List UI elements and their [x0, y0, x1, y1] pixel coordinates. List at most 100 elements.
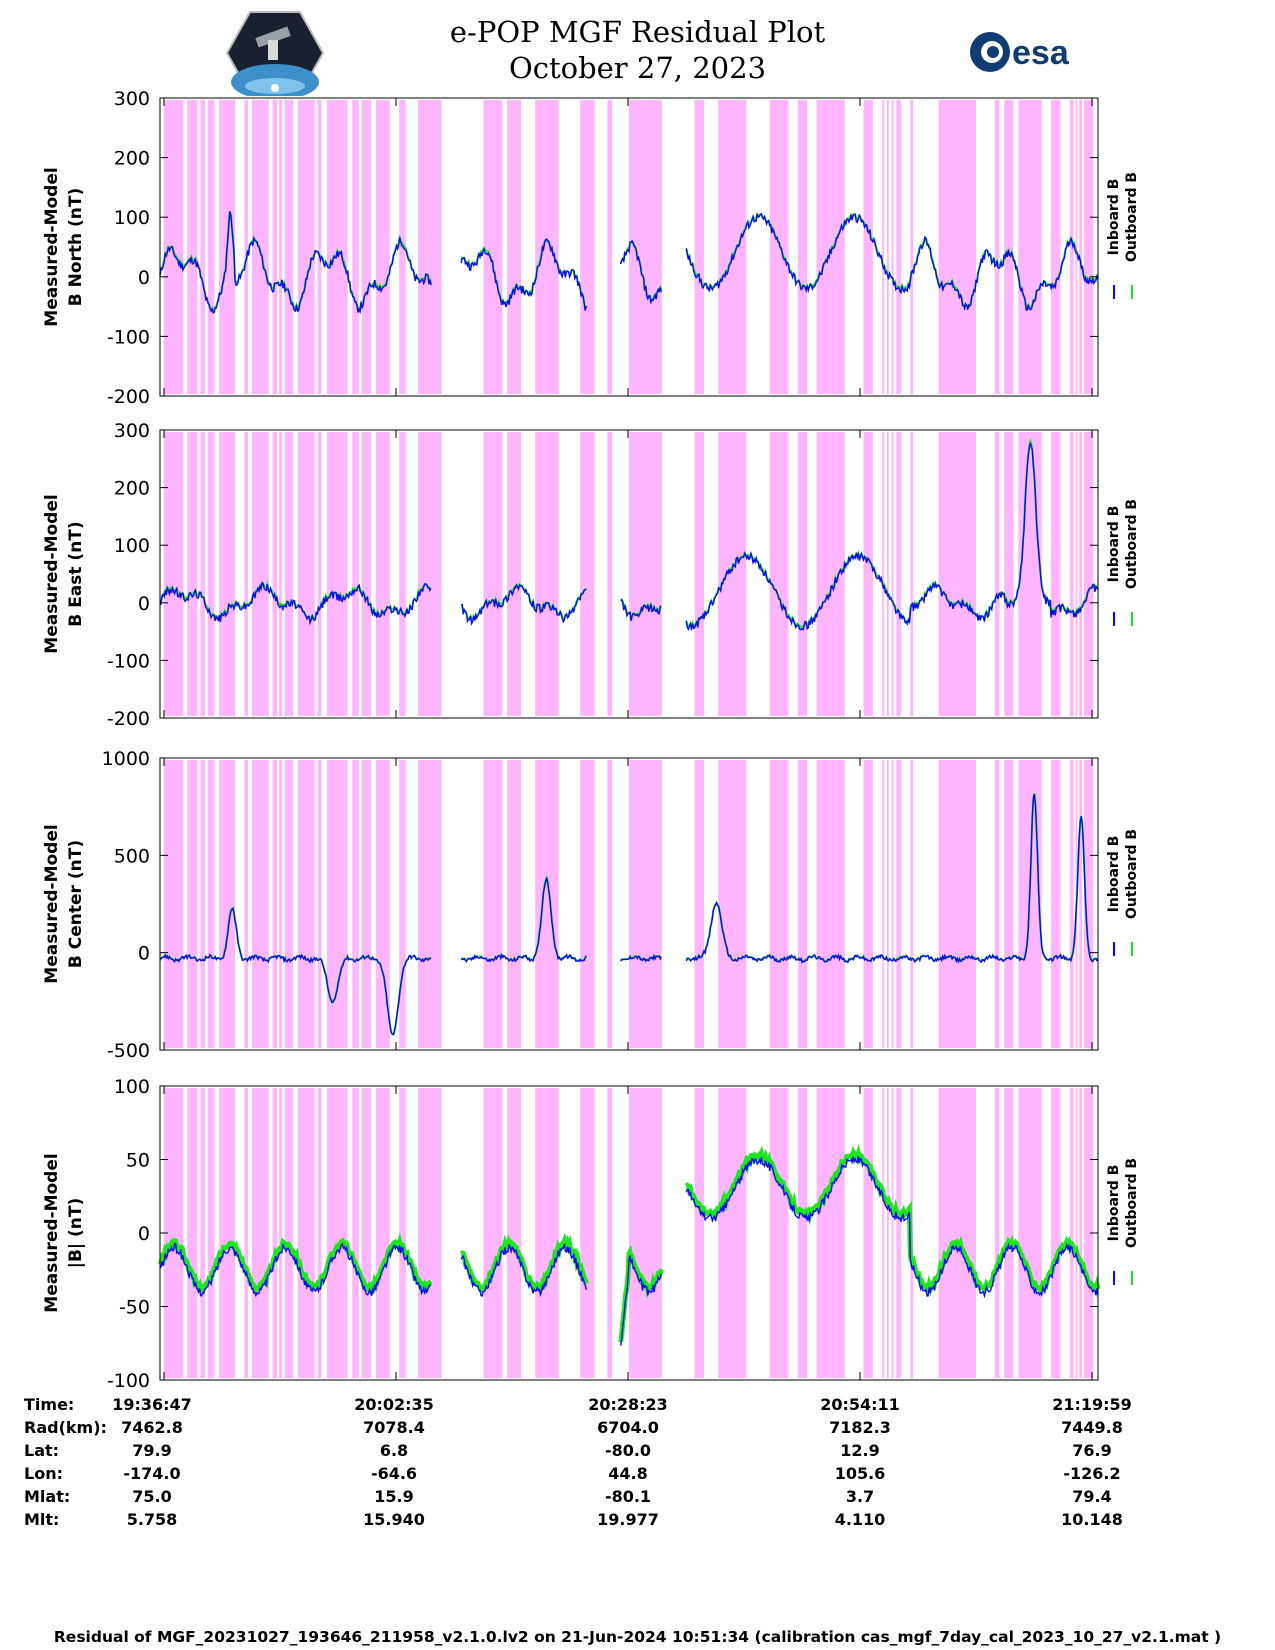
- cassiope-logo: [226, 11, 324, 96]
- shade-band: [938, 1088, 953, 1378]
- shade-band: [284, 432, 294, 716]
- shade-band: [535, 432, 559, 716]
- legend: Inboard B Outboard B: [1106, 829, 1140, 919]
- shade-band: [187, 100, 198, 394]
- shade-band: [187, 760, 198, 1048]
- shade-band: [643, 100, 662, 394]
- panel-3: 1000 500 0 -500 Measured-Model B Center (nT) I…: [42, 748, 1140, 1062]
- esa-text: esa: [1012, 34, 1070, 72]
- y-tick-label: 200: [114, 148, 150, 170]
- shade-band: [417, 100, 442, 394]
- outboard-trace: [157, 1144, 1101, 1343]
- shade-band: [886, 1088, 889, 1378]
- shade-band: [1004, 100, 1014, 394]
- legend-inboard: Inboard B: [1106, 179, 1122, 256]
- y-axis-label-line-1: Measured-Model: [42, 824, 62, 983]
- shade-band: [297, 760, 315, 1048]
- shade-band: [1051, 100, 1061, 394]
- shade-band: [219, 432, 236, 716]
- shade-band: [994, 760, 1000, 1048]
- legend-outboard: Outboard B: [1124, 829, 1140, 919]
- shade-band: [297, 432, 315, 716]
- shade-band: [375, 1088, 390, 1378]
- shade-band: [375, 432, 390, 716]
- shade-band: [769, 1088, 789, 1378]
- inboard-trace: [159, 211, 1099, 315]
- shade-band: [1075, 432, 1078, 716]
- shade-band: [863, 760, 873, 1048]
- shade-band: [483, 1088, 503, 1378]
- shade-band: [272, 1088, 278, 1378]
- shade-band: [1079, 100, 1083, 394]
- shade-band: [317, 100, 322, 394]
- shade-band: [1069, 760, 1074, 1048]
- shade-band: [882, 432, 885, 716]
- shade-band: [187, 432, 198, 716]
- shade-band: [1079, 1088, 1083, 1378]
- shade-band: [1083, 432, 1094, 716]
- shade-band: [718, 1088, 747, 1378]
- y-tick-label: 100: [114, 207, 150, 229]
- shade-band: [1075, 1088, 1078, 1378]
- footer-caption: Residual of MGF_20231027_193646_211958_v…: [53, 1628, 1222, 1646]
- y-axis-label: Measured-Model B East (nT): [42, 494, 86, 653]
- shade-band: [352, 1088, 359, 1378]
- y-tick-label: 200: [114, 478, 150, 500]
- shade-band: [317, 760, 322, 1048]
- y-tick-label: -100: [107, 326, 150, 348]
- panel-4: 100 50 0 -50 -100 Measured-Model |B| (nT) Inboa…: [42, 1076, 1140, 1392]
- y-axis-label-line-1: Measured-Model: [42, 1153, 62, 1312]
- shade-band: [797, 760, 808, 1048]
- shade-band: [1051, 432, 1061, 716]
- legend-outboard: Outboard B: [1124, 499, 1140, 589]
- shade-band: [272, 432, 278, 716]
- title-line-1: e-POP MGF Residual Plot: [449, 15, 826, 49]
- y-tick-label: -100: [107, 1370, 150, 1392]
- shade-band: [219, 1088, 236, 1378]
- y-tick-label: -50: [119, 1297, 150, 1319]
- shade-band: [251, 100, 269, 394]
- shade-band: [1069, 1088, 1074, 1378]
- y-axis-label-line-1: Measured-Model: [42, 167, 62, 326]
- shade-band: [535, 760, 559, 1048]
- shade-band: [317, 1088, 322, 1378]
- shade-band: [507, 1088, 522, 1378]
- shade-band: [1083, 100, 1094, 394]
- shade-band: [952, 1088, 977, 1378]
- shade-band: [769, 432, 789, 716]
- shade-band: [1004, 432, 1014, 716]
- shade-band: [200, 760, 206, 1048]
- shade-band: [1083, 760, 1094, 1048]
- legend-outboard: Outboard B: [1124, 1158, 1140, 1248]
- shade-band: [326, 1088, 348, 1378]
- esa-logo: esa: [970, 32, 1070, 72]
- shade-band: [399, 760, 406, 1048]
- shade-band: [163, 100, 184, 394]
- shade-band: [952, 760, 977, 1048]
- shade-band: [718, 760, 747, 1048]
- shade-band: [279, 760, 282, 1048]
- shade-band: [251, 760, 269, 1048]
- shade-band: [244, 760, 249, 1048]
- y-tick-label: 300: [114, 88, 150, 110]
- shade-band: [797, 100, 808, 394]
- shade-band: [607, 432, 613, 716]
- inboard-trace: [159, 793, 1099, 1036]
- shade-band: [896, 432, 902, 716]
- shade-band: [279, 100, 282, 394]
- shade-band: [896, 1088, 902, 1378]
- shade-band: [251, 432, 269, 716]
- shade-band: [1004, 760, 1014, 1048]
- shade-band: [375, 760, 390, 1048]
- shade-band: [352, 432, 359, 716]
- shade-band: [1069, 100, 1074, 394]
- shade-band: [694, 760, 705, 1048]
- shade-band: [910, 432, 914, 716]
- shade-band: [994, 1088, 1000, 1378]
- shade-band: [816, 1088, 845, 1378]
- shade-band: [816, 432, 845, 716]
- shade-band: [1069, 432, 1074, 716]
- shade-band: [629, 1088, 644, 1378]
- shade-band: [643, 432, 662, 716]
- shade-band: [417, 760, 442, 1048]
